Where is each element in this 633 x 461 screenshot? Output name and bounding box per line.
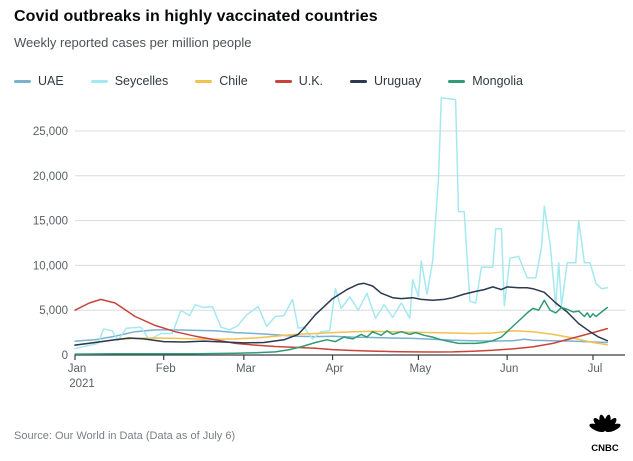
legend-swatch-icon [274, 79, 292, 83]
x-tick-label: Jan [68, 363, 87, 375]
x-axis-labels: Jan 2021 Feb Mar Apr May Jun Jul [68, 363, 603, 390]
chart-plot: 0 5,000 10,000 15,000 20,000 25,000 Jan 2021 Feb… [33, 97, 625, 390]
x-tick-label: Jul [588, 363, 603, 375]
gridlines [75, 130, 625, 311]
legend-swatch-icon [448, 79, 466, 83]
series-line-uruguay [74, 282, 609, 346]
legend-item-seycelles: Seycelles [90, 74, 169, 88]
legend-label: Uruguay [374, 74, 422, 88]
y-axis-labels: 0 5,000 10,000 15,000 20,000 25,000 [33, 126, 68, 362]
x-tick-label: May [410, 363, 432, 375]
legend-swatch-icon [350, 79, 368, 83]
x-axis-ticks [74, 355, 594, 360]
legend-swatch-icon [195, 79, 213, 83]
y-tick-label: 25,000 [33, 126, 68, 138]
y-tick-label: 5,000 [39, 305, 68, 317]
legend-item-uae: UAE [14, 74, 64, 88]
source-note: Source: Our World in Data (Data as of Ju… [14, 430, 236, 442]
legend-label: Chile [219, 74, 248, 88]
legend-swatch-icon [14, 79, 31, 83]
x-tick-label: Mar [236, 363, 256, 375]
series-line-chile [74, 330, 609, 346]
legend-label: UAE [38, 74, 64, 88]
cnbc-logo-text: CNBC [591, 443, 619, 454]
chart-title: Covid outbreaks in highly vaccinated cou… [14, 8, 378, 25]
legend-label: U.K. [298, 74, 324, 88]
series-lines [74, 97, 609, 355]
legend-item-chile: Chile [195, 74, 248, 88]
legend-label: Mongolia [472, 74, 523, 88]
cnbc-logo: CNBC [589, 414, 621, 454]
legend-item-uk: U.K. [274, 74, 324, 88]
y-tick-label: 20,000 [33, 171, 68, 183]
legend: UAE Seycelles Chile U.K. Uruguay Mongolia [14, 74, 523, 88]
y-tick-label: 10,000 [33, 260, 68, 272]
legend-swatch-icon [90, 79, 108, 83]
legend-item-uruguay: Uruguay [350, 74, 421, 88]
series-line-mongolia [74, 299, 609, 355]
series-line-seycelles [74, 97, 609, 350]
x-tick-label: Apr [326, 363, 344, 375]
x-tick-label: Jun [500, 363, 519, 375]
x-tick-label: Feb [156, 363, 176, 375]
series-line-uk [74, 298, 609, 353]
legend-item-mongolia: Mongolia [448, 74, 523, 88]
x-tick-sublabel: 2021 [69, 378, 95, 390]
peacock-icon [589, 414, 621, 433]
legend-label: Seycelles [114, 74, 169, 88]
chart-subtitle: Weekly reported cases per million people [14, 35, 252, 50]
y-tick-label: 0 [62, 350, 68, 362]
y-tick-label: 15,000 [33, 216, 68, 228]
